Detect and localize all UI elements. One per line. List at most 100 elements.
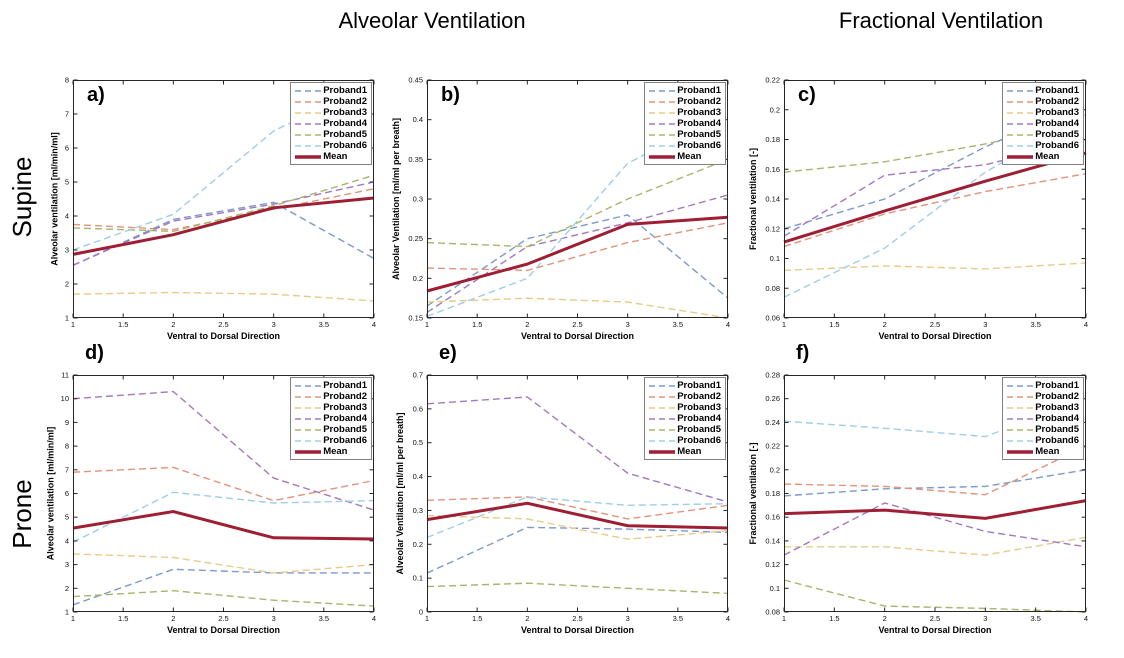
- legend-line-sample: [295, 406, 322, 409]
- legend-item: Proband2: [649, 391, 721, 402]
- legend-line-sample: [649, 111, 676, 114]
- subplot-c: 1 1.5 2 2.5 3 3.5 4 0.06 0.08 0.1 0.12 0.14 0.16 0.18…: [748, 76, 1088, 342]
- series-line-proband3: [783, 262, 1087, 272]
- subplot-e: 1 1.5 2 2.5 3 3.5 4 0 0.1 0.2 0.3 0.4 0.5 0.6 0.7 Ventr…: [395, 342, 730, 635]
- subplot-f: 1 1.5 2 2.5 3 3.5 4 0.08 0.1 0.12 0.14 0.16 0.18 0.2 0…: [748, 342, 1088, 635]
- legend-a: Proband1 Proband2 Proband3 Proband4 Proband5…: [290, 82, 372, 165]
- legend-item: Proband5: [649, 129, 721, 140]
- legend-line-sample: [649, 417, 676, 420]
- legend-line-sample: [1007, 154, 1034, 159]
- legend-item: Proband3: [649, 107, 721, 118]
- legend-line-sample: [649, 89, 676, 92]
- panel-letter-e: e): [439, 342, 457, 364]
- series-line-proband1: [426, 214, 729, 307]
- legend-item: Proband4: [649, 118, 721, 129]
- subplot-a: 1 1.5 2 2.5 3 3.5 4 1 2 3 4 5 6 7 8 Ventral to Dorsal D…: [50, 76, 376, 342]
- series-line-mean: [783, 499, 1087, 520]
- y-tick-label: 1: [65, 314, 69, 323]
- x-axis-label: Ventral to Dorsal Direction: [167, 331, 280, 341]
- legend-line-sample: [1007, 417, 1034, 420]
- legend-item: Proband1: [649, 380, 721, 391]
- legend-item: Proband3: [1007, 402, 1079, 413]
- legend-label: Mean: [677, 151, 702, 162]
- legend-item: Proband3: [295, 402, 367, 413]
- series-line-proband1: [783, 469, 1087, 497]
- series-line-proband4: [426, 194, 729, 313]
- legend-line-sample: [649, 395, 676, 398]
- legend-label: Proband4: [323, 118, 367, 129]
- y-tick-label: 4: [65, 212, 69, 221]
- x-tick-label: 1.5: [829, 614, 839, 623]
- x-tick-label: 3.5: [673, 614, 683, 623]
- legend-line-sample: [649, 449, 676, 454]
- legend-line-sample: [295, 417, 322, 420]
- series-line-proband6: [72, 491, 375, 543]
- series-line-mean: [783, 151, 1087, 244]
- series-line-proband6: [426, 496, 729, 539]
- y-tick-label: 0.4: [413, 472, 423, 481]
- legend-line-sample: [1007, 122, 1034, 125]
- series-line-proband2: [72, 188, 375, 231]
- column-title-fractional-ventilation: Fractional Ventilation: [838, 8, 1044, 33]
- x-tick-label: 1: [782, 320, 786, 329]
- series-line-proband5: [72, 174, 375, 233]
- series-line-proband2: [426, 496, 729, 520]
- legend-label: Proband2: [323, 96, 367, 107]
- x-axis-label: Ventral to Dorsal Direction: [878, 625, 991, 635]
- series-line-mean: [72, 196, 375, 256]
- y-tick-label: 8: [65, 76, 69, 85]
- legend-item: Proband1: [295, 380, 367, 391]
- legend-label: Mean: [323, 446, 348, 457]
- y-tick-label: 0.24: [765, 418, 780, 427]
- x-tick-label: 3.5: [319, 320, 329, 329]
- legend-label: Proband1: [677, 380, 721, 391]
- y-tick-label: 8: [65, 442, 69, 451]
- x-axis-label: Ventral to Dorsal Direction: [878, 331, 991, 341]
- y-tick-label: 0.25: [408, 234, 423, 243]
- series-line-proband3: [426, 514, 729, 540]
- legend-line-sample: [649, 439, 676, 442]
- y-tick-label: 0.4: [413, 115, 423, 124]
- x-tick-label: 4: [726, 320, 730, 329]
- legend-item: Proband6: [649, 435, 721, 446]
- y-tick-label: 6: [65, 144, 69, 153]
- legend-label: Proband3: [323, 107, 367, 118]
- legend-line-sample: [1007, 144, 1034, 147]
- x-tick-label: 2.5: [218, 320, 228, 329]
- legend-line-sample: [649, 406, 676, 409]
- x-tick-label: 3: [626, 614, 630, 623]
- y-tick-label: 0.7: [413, 371, 423, 380]
- y-tick-label: 0.2: [770, 105, 780, 114]
- series-line-proband2: [783, 173, 1087, 248]
- x-tick-label: 2: [883, 614, 887, 623]
- legend-label: Proband1: [1035, 85, 1079, 96]
- y-tick-label: 4: [65, 536, 69, 545]
- x-tick-label: 2.5: [930, 320, 940, 329]
- legend-line-sample: [295, 100, 322, 103]
- x-tick-label: 4: [726, 614, 730, 623]
- legend-item: Proband1: [1007, 380, 1079, 391]
- legend-item: Proband2: [295, 96, 367, 107]
- legend-item: Mean: [295, 446, 367, 457]
- y-tick-label: 5: [65, 178, 69, 187]
- x-tick-label: 1: [71, 614, 75, 623]
- y-tick-label: 0.3: [413, 195, 423, 204]
- legend-label: Proband5: [677, 424, 721, 435]
- legend-label: Proband6: [677, 140, 721, 151]
- legend-f: Proband1 Proband2 Proband3 Proband4 Proband5…: [1002, 377, 1084, 460]
- panel-letter-f: f): [796, 342, 810, 364]
- legend-label: Proband1: [1035, 380, 1079, 391]
- legend-label: Proband5: [1035, 129, 1079, 140]
- x-tick-label: 3: [272, 614, 276, 623]
- legend-item: Proband5: [1007, 424, 1079, 435]
- legend-label: Proband3: [323, 402, 367, 413]
- legend-line-sample: [649, 384, 676, 387]
- legend-item: Proband5: [295, 424, 367, 435]
- legend-label: Proband2: [323, 391, 367, 402]
- series-line-proband2: [426, 222, 729, 272]
- panel-letter-a: a): [87, 84, 105, 106]
- y-tick-label: 11: [61, 371, 69, 380]
- legend-item: Proband5: [649, 424, 721, 435]
- y-axis-label: Alveolar ventilation [ml/min/ml]: [50, 132, 60, 266]
